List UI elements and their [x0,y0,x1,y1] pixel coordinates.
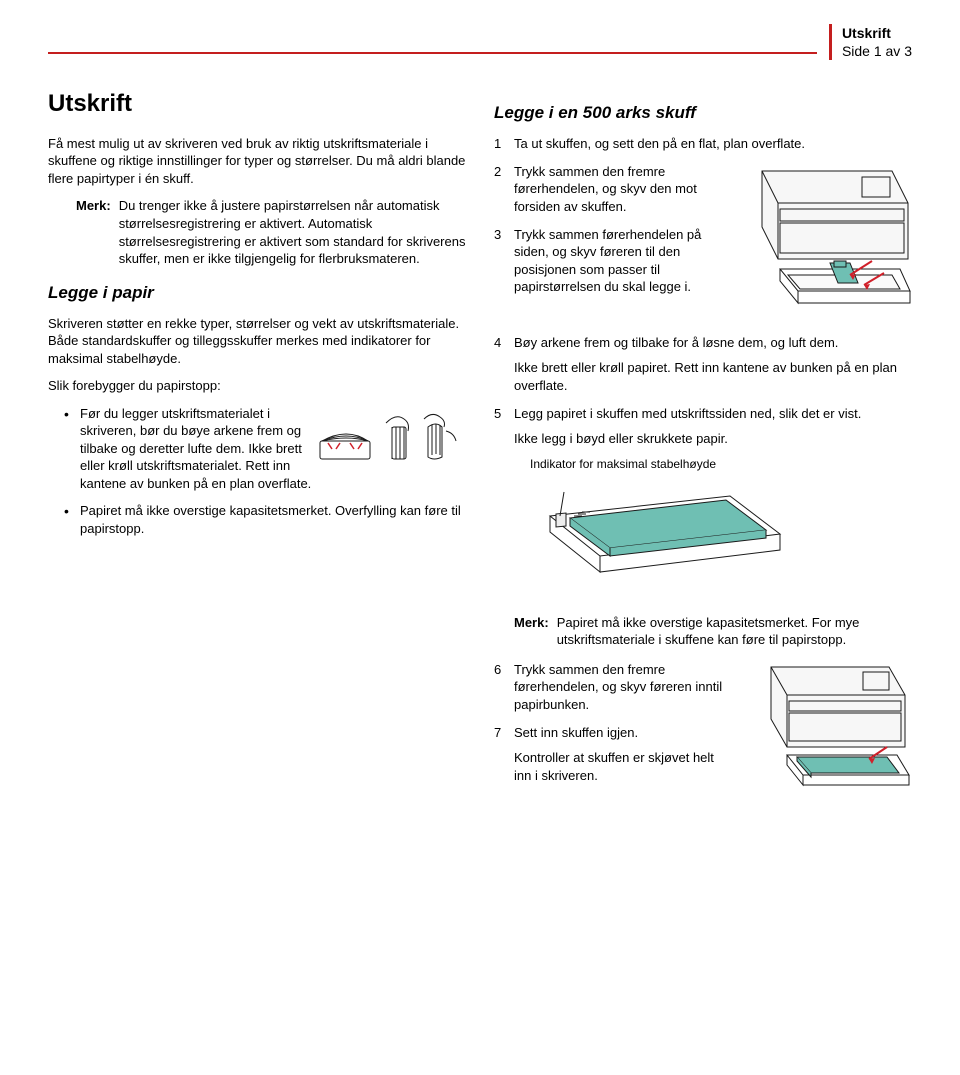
indikator-label: Indikator for maksimal stabelhøyde [530,456,912,472]
bullet-text-1: Før du legger utskrifts­materialet i skr… [80,406,311,491]
note-block-2: Merk: Papiret må ikke overstige kapasite… [494,614,912,649]
steps-list: Ta ut skuffen, og sett den på en flat, p… [494,135,912,585]
step-7-text: Sett inn skuffen igjen. [514,724,912,742]
section-heading-legge-i-papir: Legge i papir [48,282,466,305]
paragraph-supports: Skriveren støtter en rekke typer, større… [48,315,466,368]
header-text-block: Utskrift Side 1 av 3 [829,24,912,60]
bullet-item-overfill: Papiret må ikke overstige kapasitetsmerk… [48,502,466,537]
step-7: Sett inn skuffen igjen. Kontroller at sk… [494,724,912,785]
step-1: Ta ut skuffen, og sett den på en flat, p… [494,135,912,153]
left-column: Utskrift Få mest mulig ut av skriveren v… [48,88,466,817]
header-rule-wrap [48,24,829,54]
step-5-text: Legg papiret i skuffen med utskriftsside… [514,405,912,423]
note-2-label: Merk: [514,614,549,649]
step-4-extra: Ikke brett eller krøll papiret. Rett inn… [514,359,912,394]
step-2: Trykk sammen den fremre førerhendelen, o… [494,163,912,216]
bullet-item-fan-paper: Før du legger utskrifts­materialet i skr… [48,405,466,493]
bullet-list: Før du legger utskrifts­materialet i skr… [48,405,466,538]
step-3-text: Trykk sammen førerhendelen på siden, og … [514,226,912,296]
indikator-block: Indikator for maksimal stabelhøyde [514,456,912,586]
note-block: Merk: Du trenger ikke å justere papirstø… [48,197,466,267]
step-7-extra: Kontroller at skuffen er skjøvet helt in… [514,749,912,784]
note-body: Du trenger ikke å justere papirstørrelse… [119,197,466,267]
paragraph-prevent-jams: Slik forebygger du papirstopp: [48,377,466,395]
intro-paragraph: Få mest mulig ut av skriveren ved bruk a… [48,135,466,188]
step-1-text: Ta ut skuffen, og sett den på en flat, p… [514,135,912,153]
step-3: Trykk sammen førerhendelen på siden, og … [494,226,912,296]
steps-list-continued: Trykk sammen den fremre førerhendelen, o… [494,661,912,784]
step-5: Legg papiret i skuffen med utskriftsside… [494,405,912,586]
note-2-body: Papiret må ikke overstige kapasitetsmerk… [557,614,912,649]
page-header: Utskrift Side 1 av 3 [48,24,912,60]
step-6: Trykk sammen den fremre førerhendelen, o… [494,661,912,714]
section-heading-500-arks: Legge i en 500 arks skuff [494,102,912,125]
two-column-layout: Utskrift Få mest mulig ut av skriveren v… [48,88,912,817]
tray-paper-illustration [530,476,790,586]
step-4: Bøy arkene frem og tilbake for å løsne d… [494,334,912,395]
page-title: Utskrift [48,88,466,120]
note-label: Merk: [76,197,111,267]
bullet-text-2: Papiret må ikke overstige kapasitetsmerk… [80,503,461,536]
fan-paper-illustration [316,405,466,467]
step-5-extra: Ikke legg i bøyd eller skrukkete papir. [514,430,912,448]
header-doc-title: Utskrift [842,24,912,42]
right-column: Legge i en 500 arks skuff Ta ut skuffen,… [494,88,912,817]
header-rule [48,52,817,54]
header-page-label: Side 1 av 3 [842,42,912,60]
step-4-text: Bøy arkene frem og tilbake for å løsne d… [514,334,912,352]
